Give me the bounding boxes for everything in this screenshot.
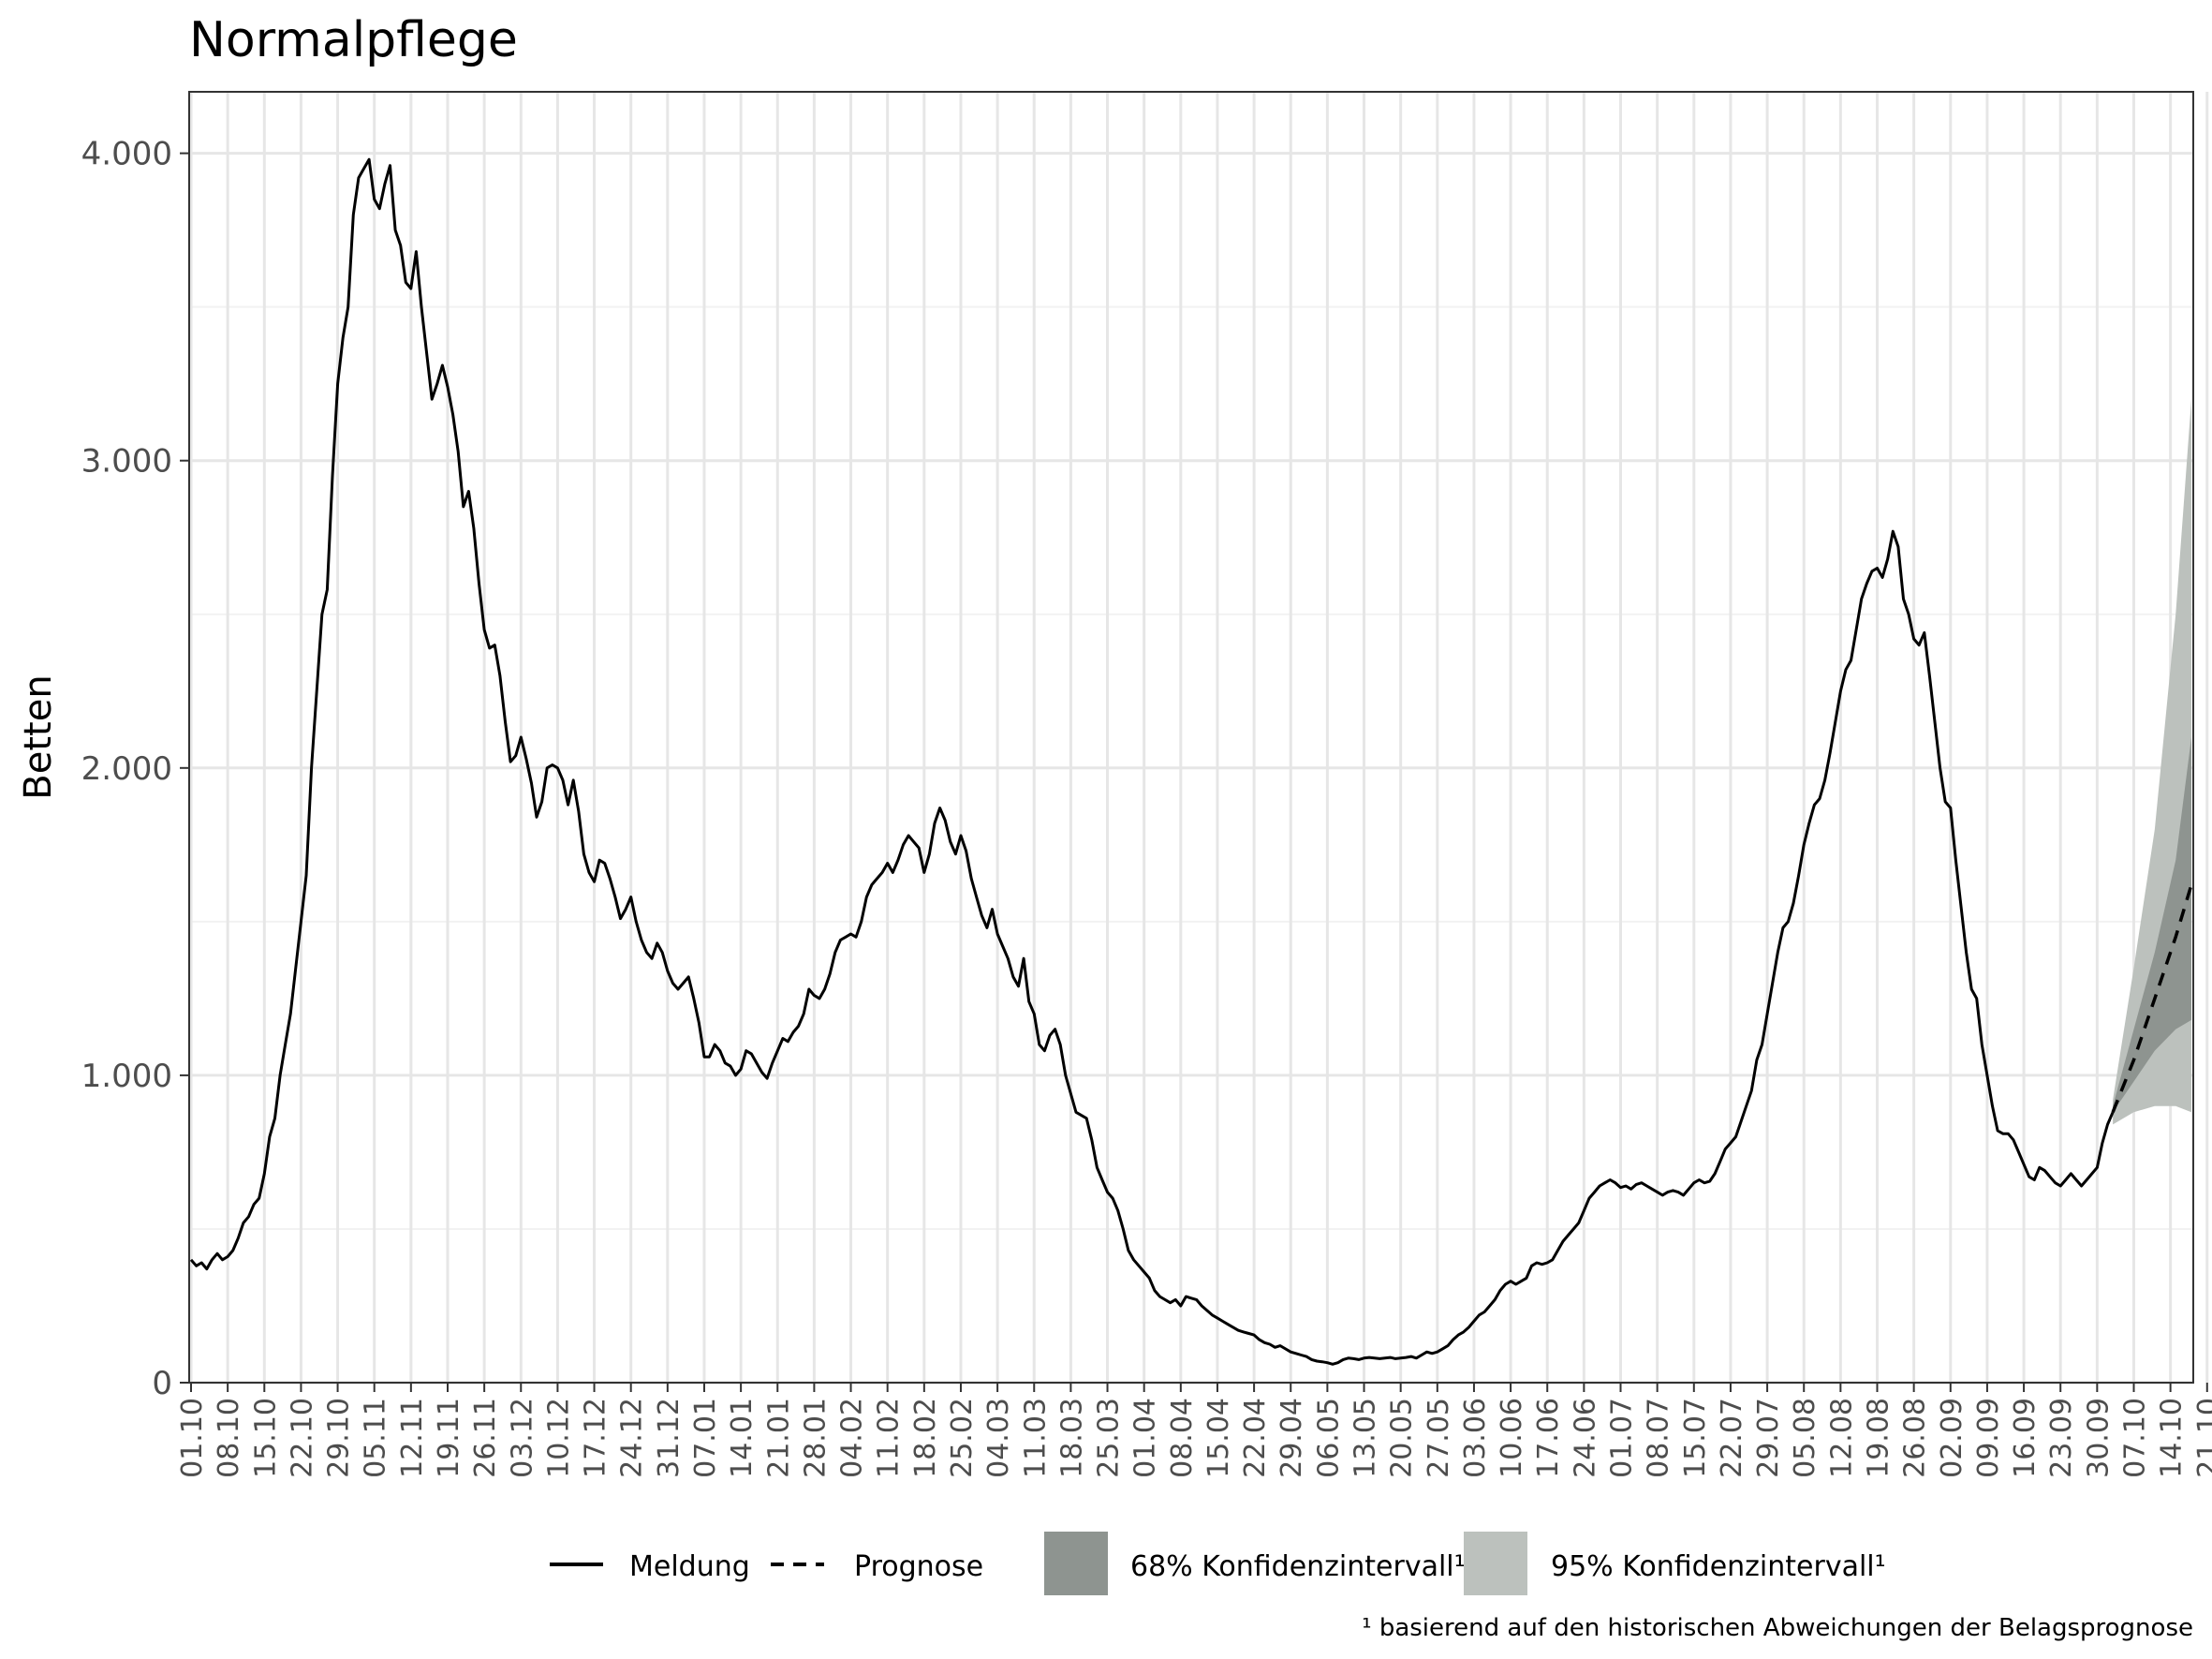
x-tick-label: 06.05 bbox=[1312, 1398, 1345, 1478]
legend-key-ci68 bbox=[1044, 1532, 1108, 1595]
x-tick-label: 08.10 bbox=[213, 1398, 245, 1478]
legend-label-meldung: Meldung bbox=[629, 1550, 750, 1583]
x-tick-label: 29.04 bbox=[1276, 1398, 1308, 1478]
x-tick-label: 01.04 bbox=[1129, 1398, 1162, 1478]
x-tick-label: 14.10 bbox=[2156, 1398, 2189, 1478]
x-tick-label: 07.01 bbox=[689, 1398, 722, 1478]
series-line-meldung bbox=[189, 157, 2115, 1366]
series-lines bbox=[189, 157, 2193, 1366]
x-tick-label: 08.07 bbox=[1643, 1398, 1675, 1478]
y-axis-label: Betten bbox=[17, 674, 60, 799]
x-tick-label: 16.09 bbox=[2009, 1398, 2042, 1478]
plot-area bbox=[188, 91, 2209, 1385]
x-tick-label: 30.09 bbox=[2082, 1398, 2115, 1478]
x-tick-label: 27.05 bbox=[1423, 1398, 1455, 1478]
footnote: ¹ basierend auf den historischen Abweich… bbox=[1362, 1614, 2193, 1642]
x-tick-label: 11.02 bbox=[873, 1398, 906, 1478]
x-tick-label: 02.09 bbox=[1936, 1398, 1969, 1478]
x-tick-label: 25.02 bbox=[946, 1398, 979, 1478]
y-tick-label: 3.000 bbox=[81, 443, 172, 481]
x-tick-label: 15.07 bbox=[1679, 1398, 1712, 1478]
x-tick-label: 04.03 bbox=[982, 1398, 1015, 1478]
x-tick-label: 25.03 bbox=[1093, 1398, 1126, 1478]
x-tick-label: 18.02 bbox=[909, 1398, 942, 1478]
x-tick-label: 05.08 bbox=[1789, 1398, 1821, 1478]
x-tick-label: 17.12 bbox=[580, 1398, 612, 1478]
x-tick-label: 01.10 bbox=[176, 1398, 209, 1478]
x-tick-label: 04.02 bbox=[836, 1398, 869, 1478]
x-tick-label: 01.07 bbox=[1606, 1398, 1639, 1478]
series-line-prognose bbox=[2111, 883, 2193, 1113]
chart-title: Normalpflege bbox=[189, 12, 518, 68]
ci68-band bbox=[2113, 737, 2191, 1113]
x-tick-label: 22.07 bbox=[1716, 1398, 1748, 1478]
plot-background bbox=[189, 92, 2193, 1383]
x-tick-label: 15.10 bbox=[249, 1398, 282, 1478]
x-tick-label: 20.05 bbox=[1386, 1398, 1419, 1478]
x-tick-label: 29.07 bbox=[1752, 1398, 1785, 1478]
legend-key-ci95 bbox=[1464, 1532, 1527, 1595]
legend-label-prognose: Prognose bbox=[854, 1550, 983, 1583]
x-tick-label: 19.08 bbox=[1863, 1398, 1895, 1478]
y-axis: 0 1.000 2.000 3.000 4.000 bbox=[81, 136, 189, 1402]
legend-label-ci68: 68% Konfidenzintervall¹ bbox=[1130, 1550, 1466, 1583]
x-tick-label: 13.05 bbox=[1349, 1398, 1382, 1478]
x-tick-label: 21.10 bbox=[2192, 1398, 2212, 1478]
x-tick-label: 14.01 bbox=[726, 1398, 759, 1478]
y-tick-label: 1.000 bbox=[81, 1058, 172, 1095]
x-tick-label: 03.12 bbox=[506, 1398, 538, 1478]
x-tick-label: 28.01 bbox=[799, 1398, 832, 1478]
x-tick-label: 22.04 bbox=[1239, 1398, 1272, 1478]
x-tick-label: 07.10 bbox=[2118, 1398, 2151, 1478]
y-tick-label: 0 bbox=[152, 1365, 172, 1402]
ci68-band-group bbox=[2113, 737, 2191, 1113]
x-tick-label: 09.09 bbox=[1972, 1398, 2005, 1478]
x-tick-label: 15.04 bbox=[1202, 1398, 1235, 1478]
x-tick-label: 12.08 bbox=[1825, 1398, 1858, 1478]
x-tick-label: 10.12 bbox=[542, 1398, 575, 1478]
x-tick-label: 17.06 bbox=[1532, 1398, 1565, 1478]
x-tick-label: 08.04 bbox=[1166, 1398, 1199, 1478]
x-tick-label: 11.03 bbox=[1019, 1398, 1052, 1478]
x-tick-label: 29.10 bbox=[323, 1398, 356, 1478]
x-axis: 01.10 08.10 15.10 22.10 29.10 05.11 12.11 19.11… bbox=[176, 1383, 2212, 1478]
x-tick-label: 05.11 bbox=[360, 1398, 392, 1478]
y-tick-label: 4.000 bbox=[81, 136, 172, 173]
plot-border bbox=[188, 91, 2194, 1384]
x-tick-label: 26.11 bbox=[469, 1398, 502, 1478]
x-tick-label: 19.11 bbox=[433, 1398, 465, 1478]
x-tick-label: 31.12 bbox=[653, 1398, 686, 1478]
x-tick-label: 23.09 bbox=[2045, 1398, 2078, 1478]
x-tick-label: 26.08 bbox=[1899, 1398, 1932, 1478]
y-tick-label: 2.000 bbox=[81, 750, 172, 788]
x-tick-label: 21.01 bbox=[762, 1398, 795, 1478]
x-tick-label: 24.12 bbox=[616, 1398, 649, 1478]
x-tick-label: 22.10 bbox=[286, 1398, 318, 1478]
legend-label-ci95: 95% Konfidenzintervall¹ bbox=[1551, 1550, 1886, 1583]
x-tick-label: 10.06 bbox=[1496, 1398, 1528, 1478]
x-tick-label: 18.03 bbox=[1055, 1398, 1088, 1478]
x-tick-label: 03.06 bbox=[1459, 1398, 1492, 1478]
x-tick-label: 12.11 bbox=[396, 1398, 429, 1478]
legend: Meldung Prognose 68% Konfidenzintervall¹… bbox=[550, 1532, 1886, 1595]
x-tick-label: 24.06 bbox=[1569, 1398, 1601, 1478]
